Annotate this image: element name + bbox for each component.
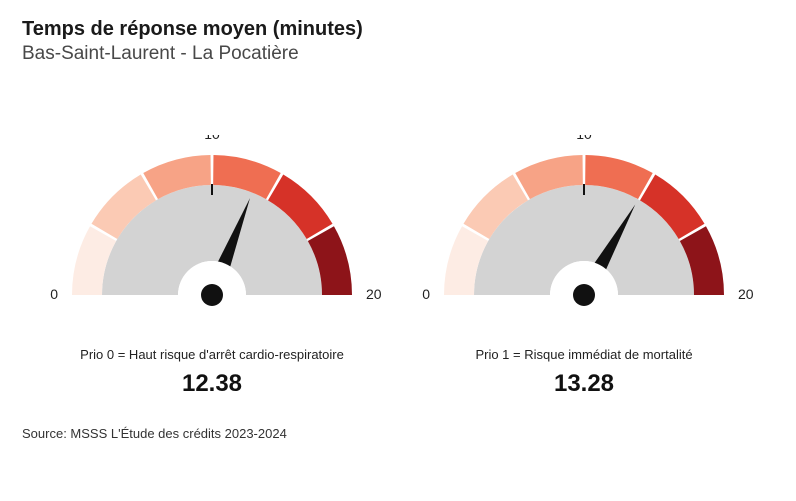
gauge-0-caption: Prio 0 = Haut risque d'arrêt cardio-resp…: [80, 347, 344, 362]
svg-text:10: 10: [204, 135, 220, 142]
svg-text:0: 0: [50, 286, 58, 302]
gauge-1-svg: 0 20 10: [404, 135, 764, 325]
gauges-row: 0 20 10 Prio 0 = Haut risque d'arrêt cardi…: [22, 135, 774, 398]
gauge-1-caption: Prio 1 = Risque immédiat de mortalité: [475, 347, 692, 362]
svg-text:10: 10: [576, 135, 592, 142]
svg-text:0: 0: [422, 286, 430, 302]
page-subtitle: Bas-Saint-Laurent - La Pocatière: [22, 43, 774, 65]
gauge-1-value: 13.28: [554, 370, 614, 398]
gauge-1: 0 20 10 Prio 1 = Risque immédiat de mortal…: [404, 135, 764, 398]
gauge-0-svg: 0 20 10: [32, 135, 392, 325]
svg-text:20: 20: [366, 286, 382, 302]
svg-text:20: 20: [738, 286, 754, 302]
page-title: Temps de réponse moyen (minutes): [22, 18, 774, 41]
source-line: Source: MSSS L'Étude des crédits 2023-20…: [22, 426, 774, 441]
gauge-0: 0 20 10 Prio 0 = Haut risque d'arrêt cardi…: [32, 135, 392, 398]
gauge-0-value: 12.38: [182, 370, 242, 398]
